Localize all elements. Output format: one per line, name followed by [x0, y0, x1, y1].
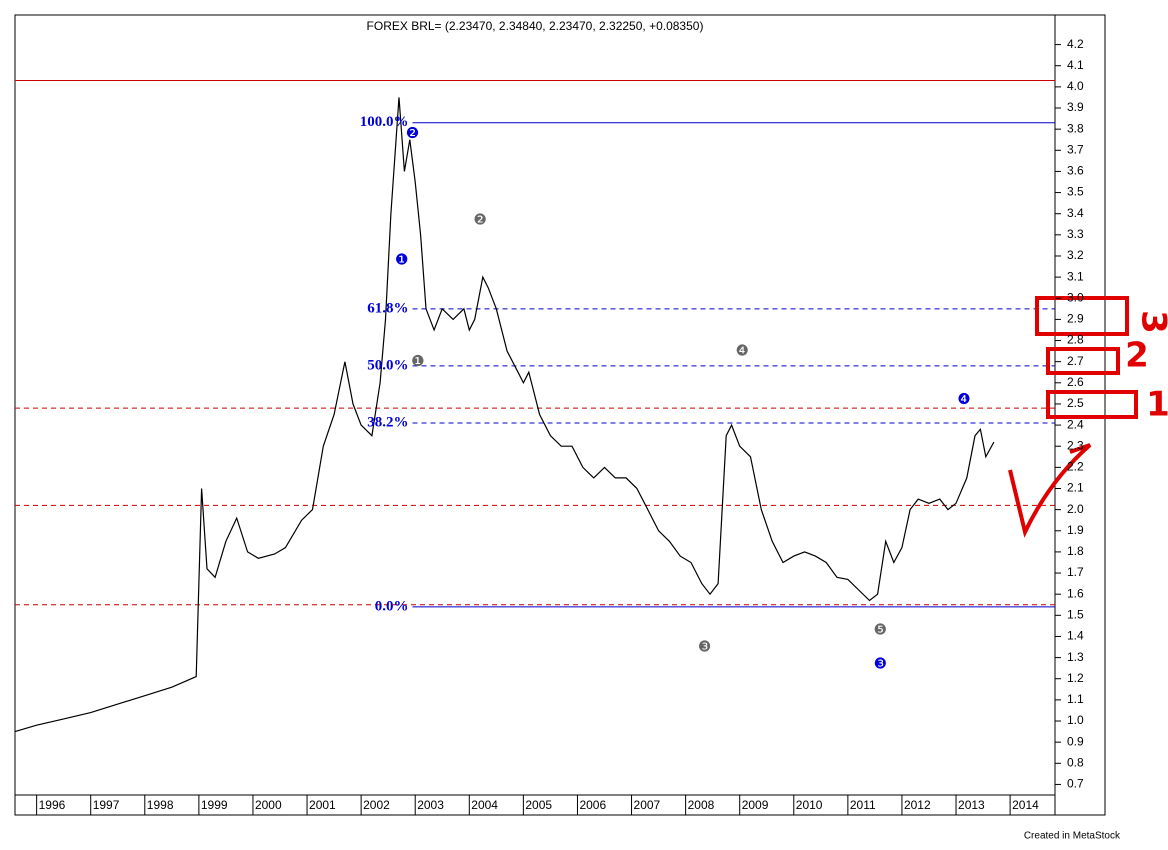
markup-box	[1046, 347, 1120, 375]
x-tick-label: 2008	[688, 798, 715, 812]
wave-label: ❷	[473, 211, 486, 229]
wave-label: ❹	[736, 342, 749, 360]
x-tick-label: 1998	[147, 798, 174, 812]
y-tick-label: 1.8	[1067, 544, 1084, 558]
y-tick-label: 0.9	[1067, 734, 1084, 748]
y-tick-label: 2.3	[1067, 438, 1084, 452]
x-tick-label: 2012	[904, 798, 931, 812]
y-tick-label: 2.4	[1067, 417, 1084, 431]
plot-area	[14, 80, 1055, 733]
x-tick-label: 2002	[363, 798, 390, 812]
y-tick-label: 1.9	[1067, 523, 1084, 537]
y-tick-label: 3.2	[1067, 248, 1084, 262]
handwritten-label: 1	[1146, 385, 1168, 425]
x-tick-label: 2000	[255, 798, 282, 812]
y-tick-label: 2.8	[1067, 333, 1084, 347]
y-tick-label: 2.6	[1067, 375, 1084, 389]
x-tick-label: 2013	[958, 798, 985, 812]
price-line	[14, 97, 995, 733]
x-tick-label: 2005	[525, 798, 552, 812]
footer: Created in MetaStock	[1024, 831, 1121, 842]
x-tick-label: 2011	[850, 798, 876, 812]
y-tick-label: 3.9	[1067, 100, 1084, 114]
y-tick-label: 4.0	[1067, 79, 1084, 93]
x-tick-label: 2004	[471, 798, 498, 812]
x-tick-label: 2006	[579, 798, 606, 812]
x-tick-label: 2007	[634, 798, 661, 812]
wave-label: ❸	[874, 654, 887, 672]
y-tick-label: 3.3	[1067, 227, 1084, 241]
level-label: 38.2%	[367, 414, 408, 430]
y-tick-label: 1.6	[1067, 586, 1084, 600]
y-tick-label: 3.0	[1067, 290, 1084, 304]
y-tick-label: 2.7	[1067, 354, 1084, 368]
y-tick-label: 1.2	[1067, 671, 1084, 685]
x-tick-label: 2003	[417, 798, 444, 812]
wave-label: ❶	[395, 251, 408, 269]
y-tick-label: 1.4	[1067, 629, 1084, 643]
wave-label: ❸	[698, 638, 711, 656]
x-tick-label: 2009	[742, 798, 769, 812]
frame	[14, 14, 1106, 816]
wave-label: ❶	[411, 352, 424, 370]
y-tick-label: 3.6	[1067, 164, 1084, 178]
handwritten-label: 2	[1125, 336, 1149, 376]
y-tick-label: 3.5	[1067, 185, 1084, 199]
handwritten-label: 3	[1134, 310, 1168, 334]
chart-title: FOREX BRL= (2.23470, 2.34840, 2.23470, 2…	[367, 19, 704, 33]
y-tick-label: 2.5	[1067, 396, 1084, 410]
wave-label: ❺	[874, 621, 887, 639]
x-tick-label: 1997	[93, 798, 120, 812]
y-tick-label: 4.2	[1067, 37, 1084, 51]
y-tick-label: 1.5	[1067, 607, 1084, 621]
y-tick-label: 1.7	[1067, 565, 1084, 579]
y-tick-label: 2.0	[1067, 502, 1084, 516]
y-tick-label: 1.0	[1067, 713, 1084, 727]
y-tick-label: 4.1	[1067, 58, 1084, 72]
x-tick-label: 1999	[201, 798, 228, 812]
y-tick-label: 1.3	[1067, 650, 1084, 664]
x-tick-label: 2014	[1012, 798, 1039, 812]
level-label: 50.0%	[367, 357, 408, 373]
y-tick-label: 3.1	[1067, 269, 1084, 283]
level-label: 61.8%	[367, 300, 408, 316]
y-tick-label: 2.1	[1067, 481, 1084, 495]
level-label: 100.0%	[360, 114, 409, 130]
y-tick-label: 0.7	[1067, 777, 1084, 791]
markup-check	[1008, 443, 1092, 538]
y-tick-label: 2.9	[1067, 312, 1084, 326]
wave-label: ❷	[406, 124, 419, 142]
x-tick-label: 2010	[796, 798, 823, 812]
y-tick-label: 2.2	[1067, 460, 1084, 474]
x-tick-label: 1996	[39, 798, 66, 812]
wave-label: ❹	[957, 390, 970, 408]
x-tick-label: 2001	[309, 798, 336, 812]
y-tick-label: 3.4	[1067, 206, 1084, 220]
markup-box	[1035, 296, 1129, 336]
hand-markup	[1008, 296, 1138, 538]
y-tick-label: 1.1	[1067, 692, 1084, 706]
y-tick-label: 3.8	[1067, 121, 1084, 135]
y-tick-label: 0.8	[1067, 755, 1084, 769]
level-label: 0.0%	[375, 598, 409, 614]
markup-box	[1046, 390, 1138, 419]
y-tick-label: 3.7	[1067, 142, 1084, 156]
